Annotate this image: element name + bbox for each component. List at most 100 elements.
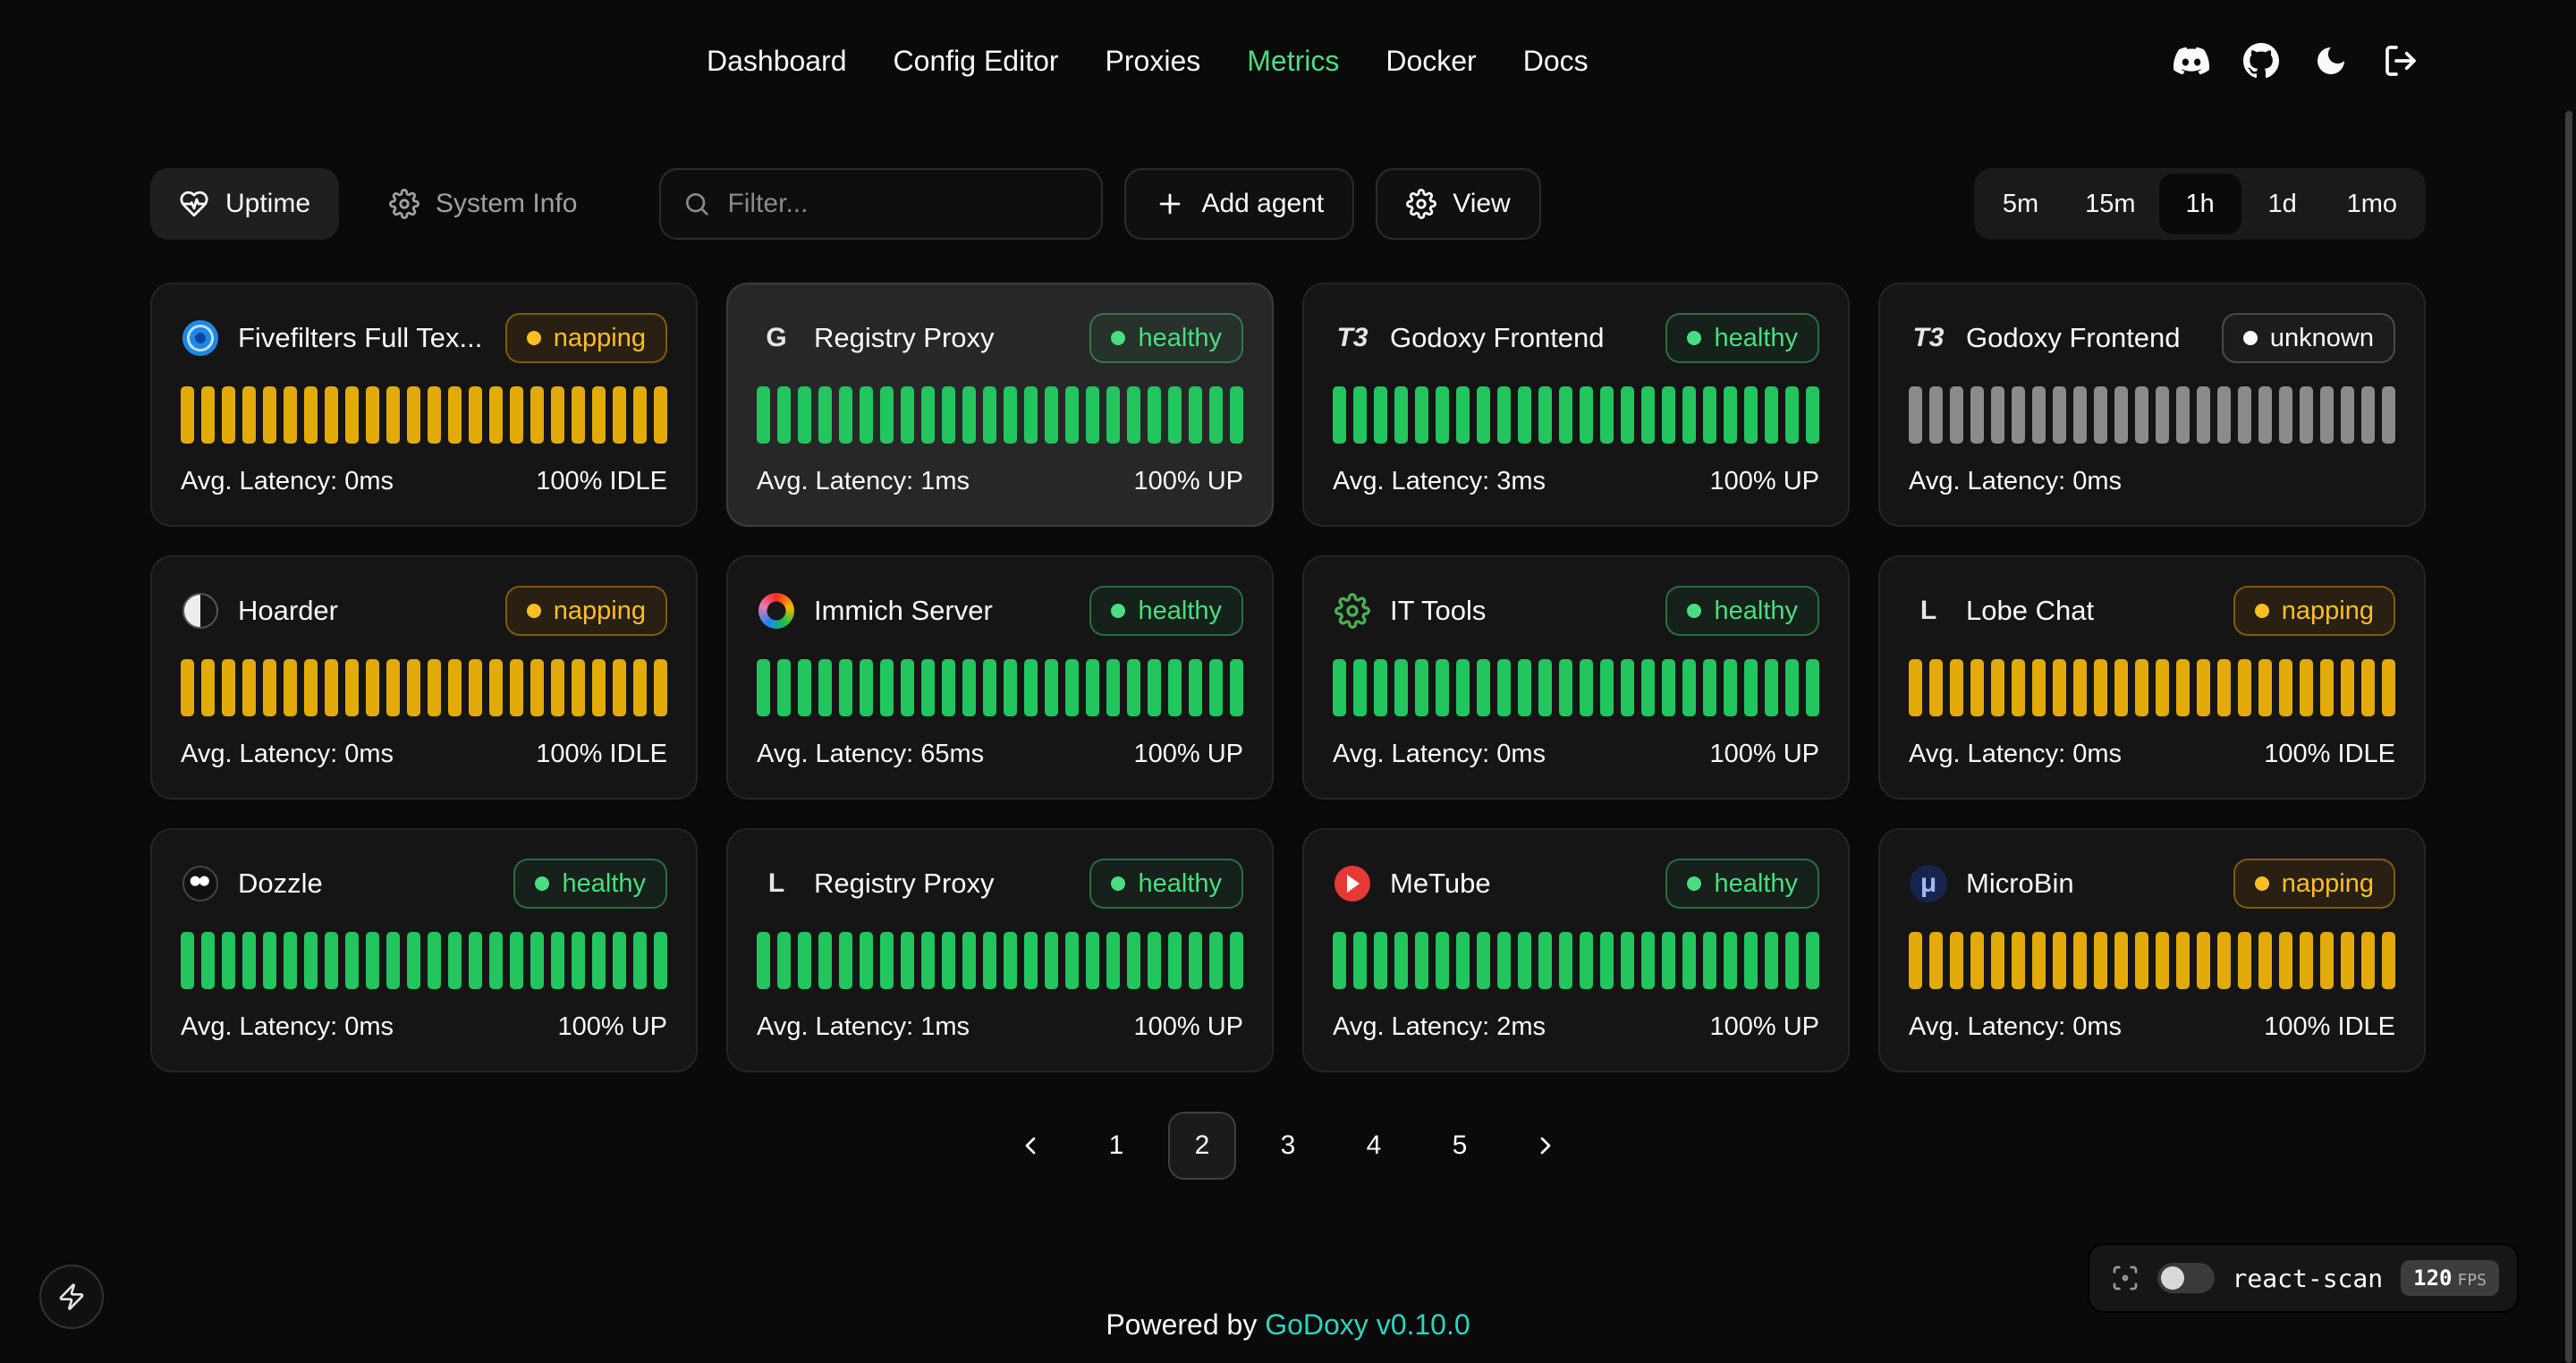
uptime-bar [2279,932,2292,989]
uptime-text: 100% UP [1709,1012,1819,1041]
uptime-tab-button[interactable]: Uptime [150,168,340,240]
service-name: Lobe Chat [1966,595,2095,626]
uptime-bar [242,386,256,444]
uptime-bar [880,386,894,444]
card-header: Dozzle healthy [181,859,667,909]
uptime-bar [2053,932,2066,989]
system-info-tab-button[interactable]: System Info [360,168,606,240]
uptime-bar [1806,386,1819,444]
service-icon: T3 [1912,323,1945,352]
service-card[interactable]: μ MicroBin napping Avg. Latency: 0ms 100… [1878,828,2426,1072]
godoxy-link[interactable]: GoDoxy [1265,1308,1368,1341]
version-link[interactable]: v0.10.0 [1376,1308,1470,1341]
uptime-bar [345,386,359,444]
uptime-bar [1148,386,1161,444]
powered-by-text: Powered by [1106,1308,1258,1341]
dark-mode-toggle-icon[interactable] [2313,43,2349,79]
uptime-bar [757,659,770,716]
uptime-bar [2341,386,2354,444]
uptime-bar [1600,932,1614,989]
service-card[interactable]: MeTube healthy Avg. Latency: 2ms 100% UP [1302,828,1850,1072]
uptime-bar [1765,932,1778,989]
page-button[interactable]: 4 [1340,1112,1408,1180]
react-scan-toggle[interactable] [2157,1263,2215,1293]
status-text: napping [553,323,646,352]
latency-text: Avg. Latency: 0ms [1909,1012,2123,1041]
uptime-bar [551,932,564,989]
uptime-bar [1785,386,1799,444]
time-range-option[interactable]: 1d [2241,174,2324,234]
uptime-bar [1682,386,1696,444]
logout-icon[interactable] [2383,43,2419,79]
lightning-button[interactable] [39,1265,104,1329]
uptime-bar [2300,659,2313,716]
search-icon [686,193,709,216]
nav-item[interactable]: Docker [1385,44,1477,77]
uptime-bar [1785,659,1799,716]
uptime-bar [2094,386,2107,444]
time-range-option[interactable]: 15m [2062,174,2158,234]
page-button[interactable]: 3 [1254,1112,1322,1180]
uptime-bar [2258,659,2272,716]
uptime-bar [633,659,647,716]
next-page-button[interactable] [1512,1112,1580,1180]
page-button[interactable]: 2 [1168,1112,1236,1180]
card-header: μ MicroBin napping [1909,859,2395,909]
latency-text: Avg. Latency: 0ms [1909,740,2123,768]
uptime-bar [2258,932,2272,989]
uptime-bar [1724,659,1737,716]
nav-item[interactable]: Dashboard [707,44,847,77]
uptime-bar [2382,659,2395,716]
time-range-option[interactable]: 1mo [2324,174,2420,234]
uptime-bar [1394,386,1408,444]
scrollbar-thumb[interactable] [2565,111,2572,1363]
nav-item[interactable]: Config Editor [893,44,1059,77]
page-button[interactable]: 1 [1082,1112,1150,1180]
view-button[interactable]: View [1376,168,1541,240]
service-card[interactable]: L Lobe Chat napping Avg. Latency: 0ms 10… [1878,555,2426,800]
nav-item[interactable]: Proxies [1105,44,1201,77]
service-card[interactable]: Hoarder napping Avg. Latency: 0ms 100% I… [150,555,698,800]
uptime-bar [1641,386,1655,444]
service-card[interactable]: T3 Godoxy Frontend unknown Avg. Latency:… [1878,283,2426,527]
service-card[interactable]: T3 Godoxy Frontend healthy Avg. Latency:… [1302,283,1850,527]
uptime-bar [2012,932,2025,989]
github-icon[interactable] [2243,43,2279,79]
service-name: MeTube [1390,868,1491,899]
add-agent-button[interactable]: Add agent [1124,168,1355,240]
uptime-bar [1456,932,1470,989]
card-header: L Registry Proxy healthy [757,859,1243,909]
service-card[interactable]: IT Tools healthy Avg. Latency: 0ms 100% … [1302,555,1850,800]
uptime-bar [325,386,338,444]
service-card[interactable]: L Registry Proxy healthy Avg. Latency: 1… [726,828,1274,1072]
nav-item[interactable]: Metrics [1247,44,1340,77]
filter-input[interactable] [727,189,1080,219]
nav-item[interactable]: Docs [1522,44,1589,77]
latency-text: Avg. Latency: 0ms [1909,467,2123,495]
status-dot-icon [526,331,541,345]
uptime-bar [901,386,914,444]
uptime-bar [1559,932,1572,989]
status-badge: healthy [1089,586,1243,636]
service-card[interactable]: Dozzle healthy Avg. Latency: 0ms 100% UP [150,828,698,1072]
prev-page-button[interactable] [996,1112,1064,1180]
time-range-option[interactable]: 1h [2158,174,2241,234]
service-icon [181,318,220,358]
inspect-icon[interactable] [2111,1264,2140,1292]
add-agent-label: Add agent [1201,189,1325,218]
service-card[interactable]: Immich Server healthy Avg. Latency: 65ms… [726,555,1274,800]
service-card[interactable]: G Registry Proxy healthy Avg. Latency: 1… [726,283,1274,527]
page-button[interactable]: 5 [1426,1112,1494,1180]
uptime-bar [2279,386,2292,444]
uptime-bar [2094,659,2107,716]
discord-icon[interactable] [2174,43,2209,79]
service-card[interactable]: Fivefilters Full Tex... napping Avg. Lat… [150,283,698,527]
uptime-bar [284,932,297,989]
uptime-bar [2053,386,2066,444]
uptime-bars [1909,386,2395,444]
service-icon: L [1919,596,1937,625]
time-range-option[interactable]: 5m [1979,174,2062,234]
uptime-bar [1230,932,1243,989]
uptime-bar [345,659,359,716]
uptime-bar [2156,932,2169,989]
